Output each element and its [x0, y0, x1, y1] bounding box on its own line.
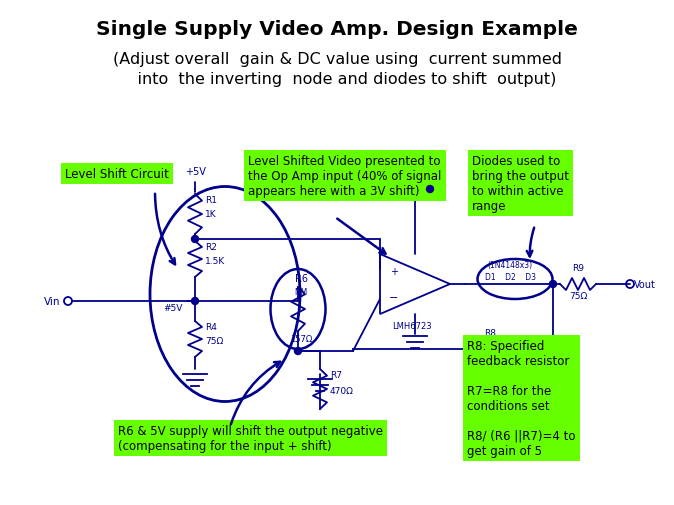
Text: R6 & 5V supply will shift the output negative
(compensating for the input + shif: R6 & 5V supply will shift the output neg…	[118, 424, 383, 452]
Text: 1.5K: 1.5K	[205, 257, 225, 266]
Text: +5V: +5V	[185, 167, 206, 177]
Text: −: −	[390, 292, 399, 302]
Text: R7: R7	[330, 370, 342, 379]
Text: R1: R1	[205, 195, 217, 205]
Text: D1    D2    D3: D1 D2 D3	[485, 273, 536, 281]
Text: Vin: Vin	[44, 296, 60, 307]
Text: 157Ω: 157Ω	[290, 334, 312, 343]
Text: (Adjust overall  gain & DC value using  current summed: (Adjust overall gain & DC value using cu…	[113, 52, 561, 67]
Text: Diodes used to
bring the output
to within active
range: Diodes used to bring the output to withi…	[472, 155, 569, 213]
Text: 470Ω: 470Ω	[478, 357, 502, 365]
Text: R8: Specified
feedback resistor

R7=R8 for the
conditions set

R8/ (R6 ||R7)=4 t: R8: Specified feedback resistor R7=R8 fo…	[467, 339, 576, 457]
Text: LMH6723: LMH6723	[392, 322, 431, 331]
Circle shape	[549, 281, 557, 288]
Text: +5V: +5V	[419, 167, 440, 177]
Text: 470Ω: 470Ω	[330, 386, 354, 395]
Text: R8: R8	[484, 328, 496, 337]
Text: Level Shift Circuit: Level Shift Circuit	[65, 168, 169, 181]
Text: 1K: 1K	[205, 210, 216, 219]
Text: 75Ω: 75Ω	[569, 291, 587, 300]
Circle shape	[427, 186, 433, 193]
Text: (1N4148x3): (1N4148x3)	[487, 261, 532, 270]
Text: +: +	[390, 266, 398, 276]
Text: into  the inverting  node and diodes to shift  output): into the inverting node and diodes to sh…	[117, 72, 557, 87]
Text: Single Supply Video Amp. Design Example: Single Supply Video Amp. Design Example	[96, 20, 578, 39]
Circle shape	[191, 236, 199, 243]
Text: R9: R9	[572, 264, 584, 273]
Circle shape	[191, 298, 199, 305]
Text: Level Shifted Video presented to
the Op Amp input (40% of signal
appears here wi: Level Shifted Video presented to the Op …	[248, 155, 441, 197]
Text: R2: R2	[205, 242, 217, 251]
Text: Vout: Vout	[634, 279, 656, 289]
Text: MM: MM	[295, 287, 307, 296]
Text: R4: R4	[205, 322, 217, 331]
Text: R6: R6	[295, 274, 307, 283]
Text: 75Ω: 75Ω	[205, 336, 223, 345]
Circle shape	[295, 348, 301, 355]
Text: #5V: #5V	[164, 304, 183, 313]
